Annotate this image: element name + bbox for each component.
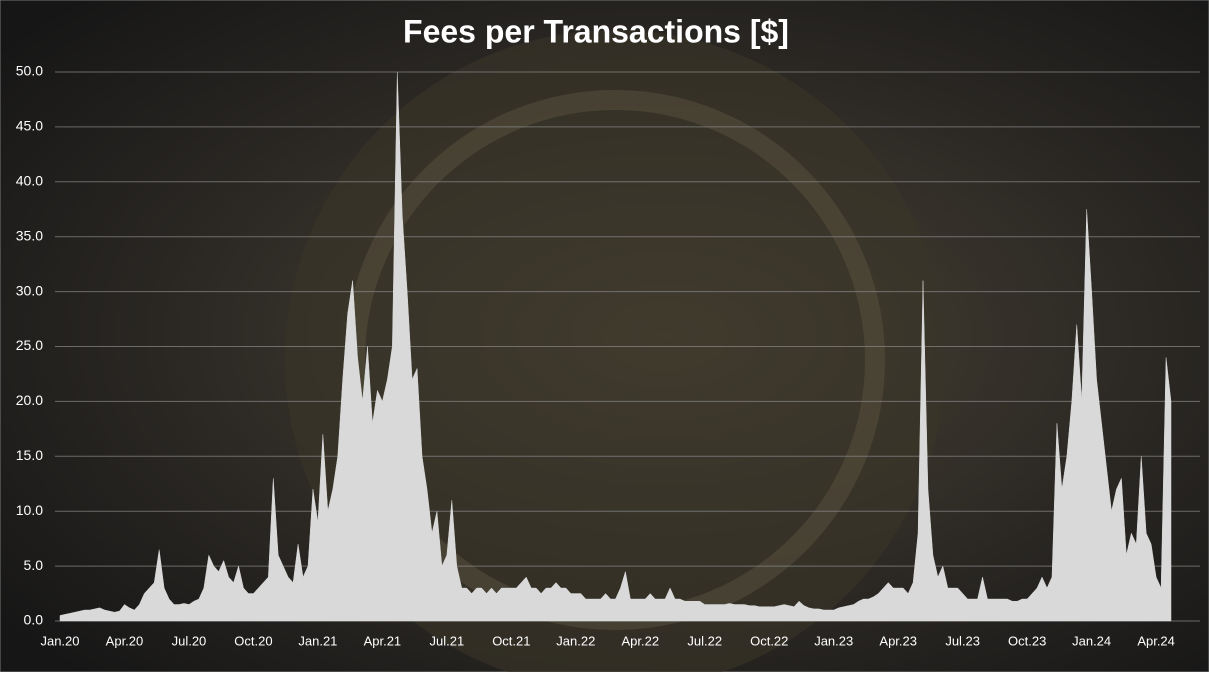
coin-decoration [285, 30, 945, 677]
y-tick-label: 10.0 [16, 502, 43, 518]
x-tick-label: Oct.23 [1008, 633, 1046, 648]
x-tick-label: Jan.21 [298, 633, 337, 648]
x-tick-label: Apr.21 [364, 633, 402, 648]
x-tick-label: Jan.24 [1072, 633, 1111, 648]
x-tick-label: Oct.20 [234, 633, 272, 648]
x-tick-label: Jan.22 [556, 633, 595, 648]
x-tick-label: Apr.22 [622, 633, 660, 648]
x-tick-label: Jan.23 [814, 633, 853, 648]
y-tick-label: 25.0 [16, 337, 43, 353]
y-tick-label: 50.0 [16, 63, 43, 79]
chart-title: Fees per Transactions [$] [403, 13, 789, 49]
x-tick-label: Jul.22 [687, 633, 722, 648]
x-tick-label: Jan.20 [40, 633, 79, 648]
x-tick-label: Apr.24 [1137, 633, 1175, 648]
y-tick-label: 0.0 [24, 612, 44, 628]
y-tick-label: 35.0 [16, 227, 43, 243]
area [59, 71, 1172, 622]
y-tick-label: 45.0 [16, 118, 43, 134]
y-tick-label: 20.0 [16, 392, 43, 408]
x-tick-label: Jul.21 [430, 633, 465, 648]
x-tick-label: Oct.21 [492, 633, 530, 648]
y-tick-label: 40.0 [16, 173, 43, 189]
y-tick-label: 30.0 [16, 282, 43, 298]
x-tick-label: Apr.20 [106, 633, 144, 648]
y-tick-label: 5.0 [24, 557, 44, 573]
x-tick-label: Apr.23 [879, 633, 917, 648]
y-tick-label: 15.0 [16, 447, 43, 463]
x-tick-label: Jul.23 [945, 633, 980, 648]
x-tick-label: Jul.20 [172, 633, 207, 648]
x-tick-label: Oct.22 [750, 633, 788, 648]
